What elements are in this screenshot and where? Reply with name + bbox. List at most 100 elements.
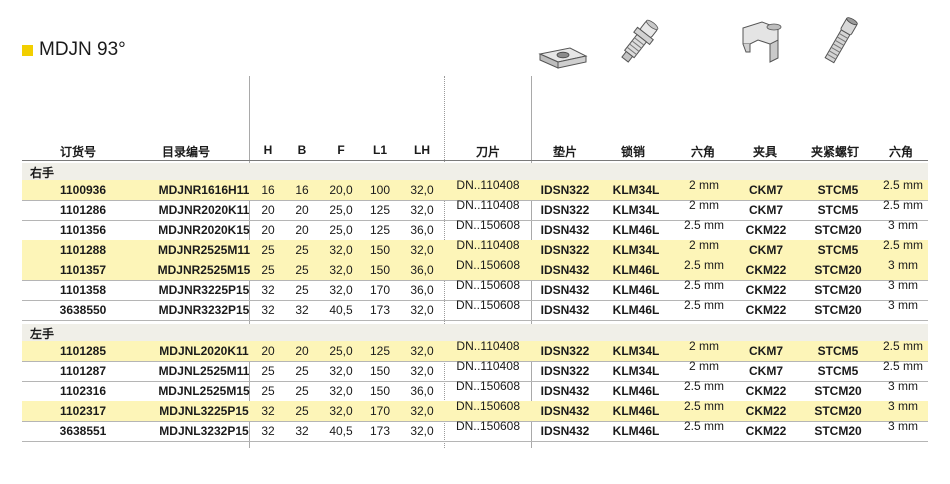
cell-h: 32 [261,404,275,418]
cell-insert: DN..150608 [455,278,521,292]
shim-icon [538,47,588,69]
header-hex-key-2: 六角 [888,145,913,159]
cell-f: 40,5 [329,303,353,317]
cell-clamp: CKM22 [745,283,787,297]
cell-l1: 150 [369,263,391,277]
cell-lh: 32,0 [410,203,434,217]
cell-lh: 32,0 [410,183,434,197]
cell-insert: DN..110408 [456,359,520,373]
cell-b: 32 [295,424,309,438]
cell-f: 25,0 [329,223,353,237]
cell-hex-key-2: 2.5 mm [882,359,923,373]
clamp-screw-icon [824,17,858,64]
cell-hex-key: 2 mm [689,238,719,252]
header-catalog-number: 目录编号 [161,145,210,159]
cell-insert: DN..150608 [455,258,521,272]
cell-b: 20 [295,203,309,217]
cell-order-number: 1101287 [59,364,107,378]
table-row: 1101357 MDJNR2525M15 25 25 32,0 150 36,0 DN..15… [22,258,928,281]
cell-f: 20,0 [329,183,353,197]
cell-clamp: CKM22 [745,404,787,418]
cell-shim: IDSN432 [540,424,590,438]
cell-hex-key-2: 3 mm [888,218,918,232]
cell-hex-key: 2 mm [689,359,719,373]
cell-f: 32,0 [329,384,353,398]
cell-l1: 125 [369,223,391,237]
cell-lock-pin: KLM34L [612,344,660,358]
cell-shim: IDSN432 [540,303,590,317]
cell-clamp: CKM22 [745,303,787,317]
cell-l1: 170 [369,404,391,418]
cell-order-number: 1102316 [59,384,107,398]
cell-hex-key-2: 2.5 mm [882,339,923,353]
cell-h: 25 [261,243,275,257]
cell-hex-key-2: 2.5 mm [882,198,923,212]
cell-h: 20 [261,344,275,358]
cell-clamp-screw: STCM5 [817,243,859,257]
cell-catalog-number: MDJNR1616H11 [158,183,250,197]
header-lock-pin: 锁销 [620,145,645,159]
cell-l1: 173 [369,424,391,438]
cell-l1: 170 [369,283,391,297]
header-rule [22,160,928,161]
cell-clamp-screw: STCM5 [817,203,859,217]
cell-l1: 125 [369,203,391,217]
cell-lock-pin: KLM34L [612,364,660,378]
cell-clamp-screw: STCM20 [814,263,862,277]
cell-clamp-screw: STCM20 [814,303,862,317]
header-b: B [297,143,307,157]
header-lh: LH [414,143,430,157]
cell-l1: 100 [369,183,391,197]
cell-shim: IDSN432 [540,263,590,277]
cell-insert: DN..110408 [456,198,520,212]
cell-b: 25 [295,263,309,277]
cell-shim: IDSN432 [540,223,590,237]
table-row: 1101286 MDJNR2020K11 20 20 25,0 125 32,0 DN..11… [22,198,928,221]
cell-hex-key: 2.5 mm [683,258,724,272]
cell-clamp: CKM22 [745,424,787,438]
cell-hex-key-2: 2.5 mm [882,178,923,192]
cell-clamp-screw: STCM20 [814,404,862,418]
cell-lh: 32,0 [410,424,434,438]
section-header: 右手 [22,163,928,180]
cell-hex-key: 2.5 mm [683,379,724,393]
cell-l1: 173 [369,303,391,317]
cell-lh: 36,0 [410,283,434,297]
cell-l1: 150 [369,364,391,378]
cell-shim: IDSN432 [540,384,590,398]
cell-lh: 36,0 [410,384,434,398]
cell-hex-key: 2.5 mm [683,399,724,413]
cell-shim: IDSN432 [540,283,590,297]
cell-hex-key: 2 mm [689,198,719,212]
cell-clamp: CKM7 [748,344,783,358]
cell-clamp: CKM7 [748,243,783,257]
title-marker-square [22,44,33,56]
cell-lock-pin: KLM34L [612,243,660,257]
cell-b: 16 [295,183,309,197]
cell-hex-key-2: 3 mm [888,258,918,272]
cell-lh: 32,0 [410,344,434,358]
section-label: 左手 [30,327,55,341]
cell-f: 25,0 [329,344,353,358]
cell-clamp: CKM7 [748,203,783,217]
cell-clamp: CKM22 [745,263,787,277]
cell-clamp-screw: STCM20 [814,424,862,438]
cell-lock-pin: KLM34L [612,183,660,197]
header-clamp-screw: 夹紧螺钉 [810,145,859,159]
cell-hex-key-2: 2.5 mm [882,238,923,252]
header-l1: L1 [372,143,387,157]
cell-hex-key: 2 mm [689,178,719,192]
cell-h: 32 [261,283,275,297]
cell-insert: DN..150608 [455,399,521,413]
cell-clamp: CKM7 [748,183,783,197]
cell-lh: 32,0 [410,404,434,418]
table-row: 1101285 MDJNL2020K11 20 20 25,0 125 32,0 DN..11… [22,339,928,362]
cell-insert: DN..150608 [455,298,521,312]
cell-b: 32 [295,303,309,317]
cell-f: 32,0 [329,263,353,277]
cell-insert: DN..150608 [455,419,521,433]
cell-f: 32,0 [329,283,353,297]
section-label: 右手 [30,166,55,180]
cell-clamp-screw: STCM20 [814,384,862,398]
cell-lh: 36,0 [410,223,434,237]
